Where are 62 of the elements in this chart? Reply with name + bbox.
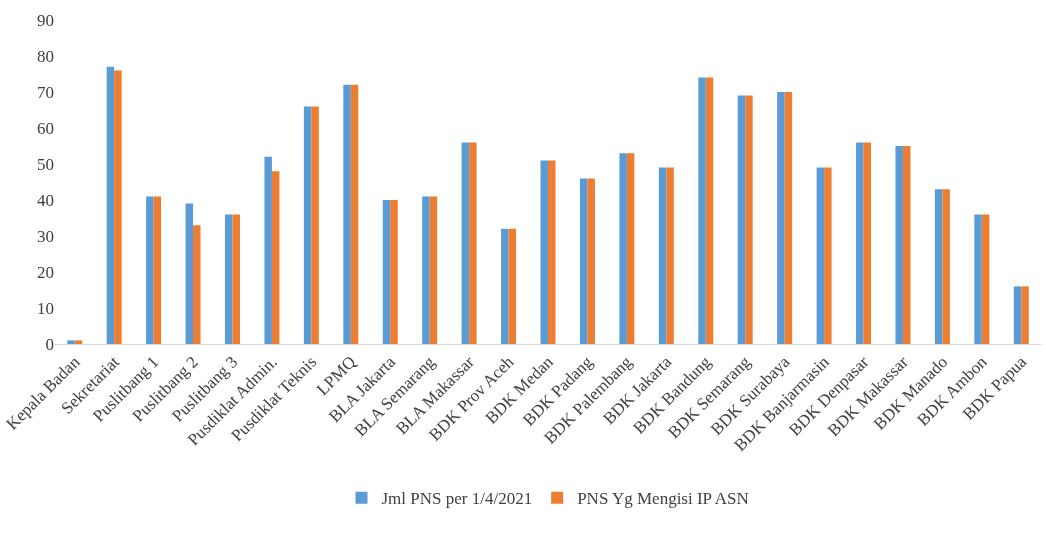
bar (469, 142, 477, 344)
bar (856, 142, 864, 344)
bar (429, 196, 438, 344)
y-tick-label: 40 (37, 190, 54, 210)
bar (974, 214, 982, 344)
bar (902, 146, 911, 344)
y-tick-label: 0 (45, 334, 54, 354)
bar (311, 106, 319, 344)
bar (343, 84, 351, 344)
bar (737, 95, 746, 344)
bar (1013, 286, 1022, 344)
bar (232, 214, 240, 344)
bar (185, 203, 194, 344)
y-tick-label: 60 (37, 118, 54, 138)
bar (895, 146, 903, 344)
y-tick-label: 50 (37, 154, 54, 174)
bar (934, 189, 943, 344)
bar (666, 167, 674, 344)
y-tick-label: 20 (37, 262, 54, 282)
bar (1021, 286, 1029, 344)
bar (501, 228, 509, 344)
y-tick-label: 70 (37, 82, 54, 102)
bar (824, 167, 832, 344)
y-tick-label: 80 (37, 46, 54, 66)
bar (698, 77, 706, 344)
bar (816, 167, 825, 344)
y-tick-label: 90 (37, 10, 54, 30)
bar (303, 106, 312, 344)
bar (508, 228, 517, 344)
bar (264, 156, 272, 344)
bar (587, 178, 595, 344)
bar (942, 189, 950, 344)
bar (745, 95, 753, 344)
bar (146, 196, 154, 344)
bar (540, 160, 548, 344)
bar (626, 153, 635, 344)
bar (863, 142, 872, 344)
bar (271, 171, 280, 344)
y-tick-label: 30 (37, 226, 54, 246)
bar (461, 142, 470, 344)
bar (224, 214, 233, 344)
bar (106, 66, 115, 344)
bar (67, 340, 75, 344)
bar (153, 196, 162, 344)
legend-label: PNS Yg Mengisi IP ASN (577, 489, 749, 509)
bar (777, 92, 785, 344)
bar (390, 200, 398, 344)
bar (74, 340, 83, 344)
bar (350, 84, 359, 344)
bar (619, 153, 627, 344)
bar (705, 77, 714, 344)
bar (382, 200, 391, 344)
bar (981, 214, 990, 344)
bar (548, 160, 556, 344)
bar (114, 70, 122, 344)
bar (422, 196, 430, 344)
bar (784, 92, 793, 344)
legend-label: Jml PNS per 1/4/2021 (381, 489, 533, 509)
bar (579, 178, 588, 344)
y-tick-label: 10 (37, 298, 54, 318)
bar (193, 225, 201, 344)
bar (658, 167, 667, 344)
